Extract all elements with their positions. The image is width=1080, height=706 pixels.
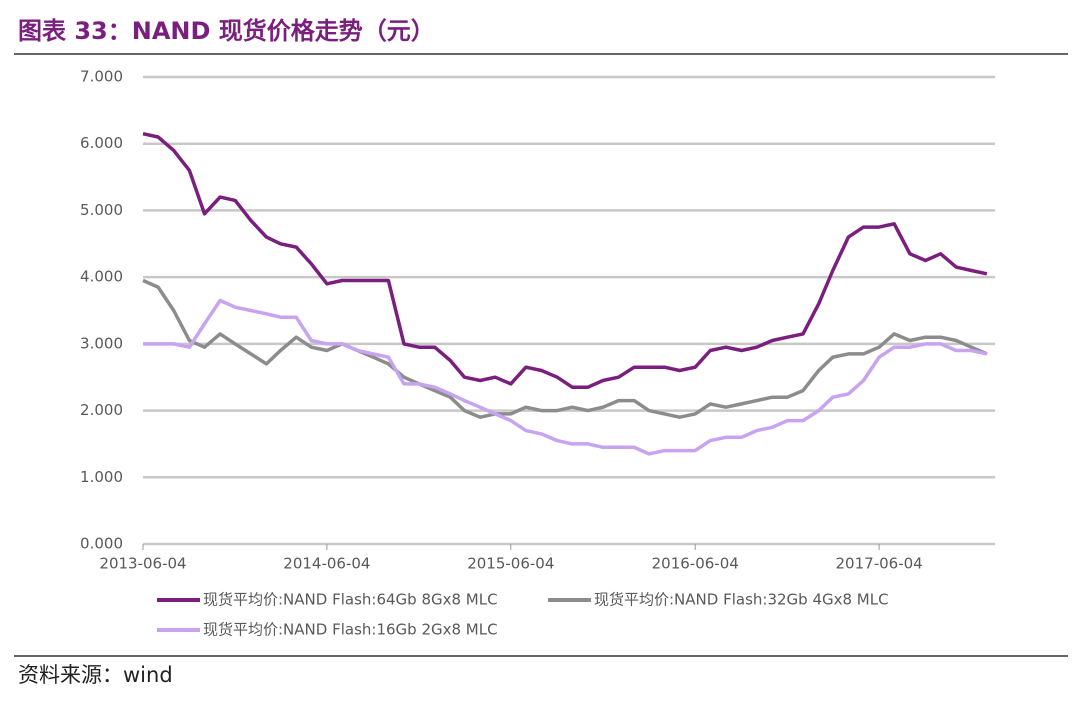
legend-label: 现货平均价:NAND Flash:16Gb 2Gx8 MLC bbox=[203, 621, 498, 639]
y-tick-label: 3.000 bbox=[80, 334, 123, 352]
x-tick-label: 2014-06-04 bbox=[283, 555, 370, 573]
y-tick-label: 0.000 bbox=[80, 535, 123, 553]
x-tick-label: 2013-06-04 bbox=[99, 555, 186, 573]
y-tick-label: 6.000 bbox=[80, 134, 123, 152]
y-tick-label: 1.000 bbox=[80, 468, 123, 486]
y-tick-label: 2.000 bbox=[80, 401, 123, 419]
series-line bbox=[143, 298, 988, 456]
y-tick-label: 4.000 bbox=[80, 268, 123, 286]
y-tick-label: 5.000 bbox=[80, 201, 123, 219]
y-tick-label: 7.000 bbox=[80, 68, 123, 86]
x-tick-label: 2015-06-04 bbox=[467, 555, 554, 573]
chart-title: 图表 33：NAND 现货价格走势（元） bbox=[18, 17, 435, 45]
x-tick-label: 2017-06-04 bbox=[836, 555, 923, 573]
series-line bbox=[142, 278, 988, 419]
x-tick-label: 2016-06-04 bbox=[652, 555, 739, 573]
source: 资料来源：wind bbox=[18, 663, 173, 687]
legend-label: 现货平均价:NAND Flash:32Gb 4Gx8 MLC bbox=[594, 591, 889, 609]
series-line bbox=[142, 131, 988, 389]
legend-label: 现货平均价:NAND Flash:64Gb 8Gx8 MLC bbox=[203, 591, 498, 609]
